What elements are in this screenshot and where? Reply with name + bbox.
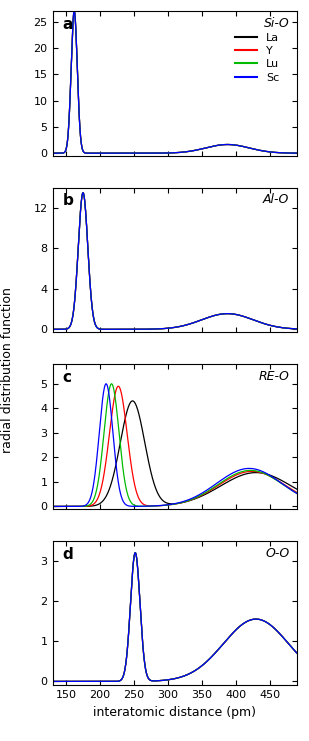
Legend: La, Y, Lu, Sc: La, Y, Lu, Sc — [231, 28, 284, 87]
Text: b: b — [62, 193, 73, 208]
Text: radial distribution function: radial distribution function — [1, 288, 14, 453]
Text: a: a — [62, 17, 73, 32]
Text: RE-O: RE-O — [258, 370, 289, 383]
Text: O-O: O-O — [265, 547, 289, 559]
X-axis label: interatomic distance (pm): interatomic distance (pm) — [93, 706, 256, 719]
Text: d: d — [62, 547, 73, 562]
Text: Al-O: Al-O — [263, 193, 289, 207]
Text: c: c — [62, 370, 71, 385]
Text: Si-O: Si-O — [264, 17, 289, 30]
